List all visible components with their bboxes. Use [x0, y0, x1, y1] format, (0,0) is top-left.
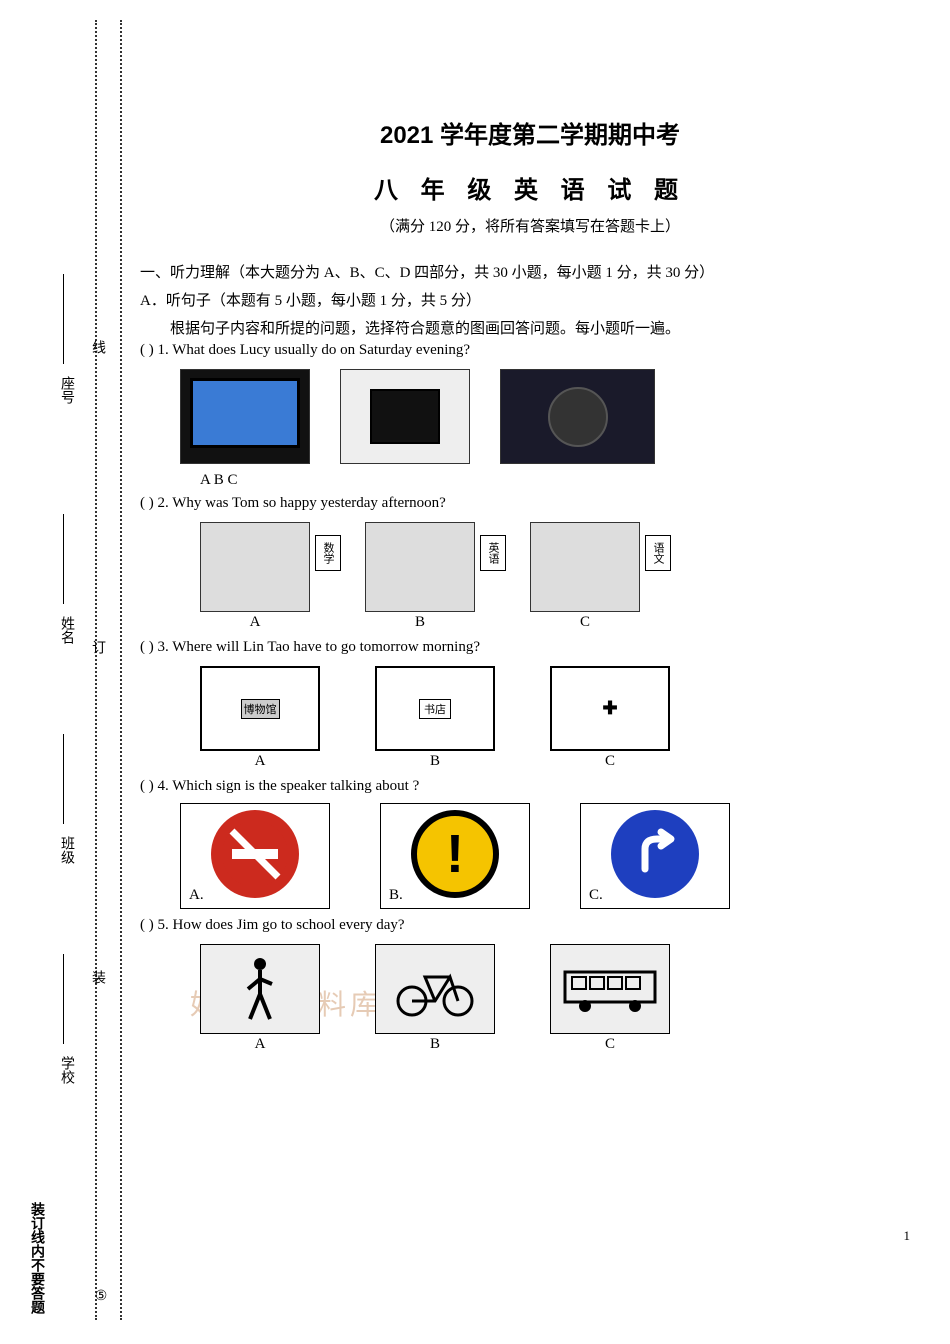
- q2-img-a: 数学 A: [200, 522, 310, 631]
- bookstore-tag: 书店: [419, 699, 451, 719]
- binding-margin: 装订线内不要答题 ⑤ 学校 班级 姓名 座号 装 订 线: [0, 0, 130, 1344]
- computer-image: [340, 369, 470, 464]
- page-number: 1: [904, 1228, 911, 1244]
- q4-text: ( ) 4. Which sign is the speaker talking…: [140, 778, 920, 795]
- exam-content: 2021 学年度第二学期期中考 八 年 级 英 语 试 题 （满分 120 分，…: [140, 115, 920, 1061]
- q2-text: ( ) 2. Why was Tom so happy yesterday af…: [140, 495, 920, 512]
- label-name: 姓名: [56, 616, 76, 644]
- hospital-image: ✚: [550, 666, 670, 751]
- seg-xian: 线: [87, 340, 107, 354]
- q4-sign-c: C.: [580, 803, 730, 909]
- section1-header: 一、听力理解（本大题分为 A、B、C、D 四部分，共 30 小题，每小题 1 分…: [140, 261, 920, 285]
- tag-english: 英语: [480, 535, 506, 571]
- q2-img-c: 语文 C: [530, 522, 640, 631]
- subtitle: （满分 120 分，将所有答案填写在答题卡上）: [140, 215, 920, 236]
- q2-label-b: B: [415, 614, 425, 631]
- dotted-line-inner: [95, 20, 97, 1320]
- tag-chinese: 语文: [645, 535, 671, 571]
- bookstore-image: 书店: [375, 666, 495, 751]
- q2-label-a: A: [250, 614, 261, 631]
- book-chinese-image: 语文: [530, 522, 640, 612]
- tag-math: 数学: [315, 535, 341, 571]
- warning-sign: !: [411, 810, 499, 898]
- q1-img-a: [180, 369, 310, 464]
- q3-img-b: 书店 B: [375, 666, 495, 770]
- q1-labels: A B C: [200, 472, 920, 489]
- museum-image: 博物馆: [200, 666, 320, 751]
- title-line1: 2021 学年度第二学期期中考: [140, 115, 920, 150]
- line-seat: [63, 274, 64, 364]
- line-name: [63, 514, 64, 604]
- q4-label-c: C.: [587, 887, 605, 904]
- no-smoking-sign: [211, 810, 299, 898]
- q1-img-c: [500, 369, 655, 464]
- q3-label-b: B: [430, 753, 440, 770]
- q1-text: ( ) 1. What does Lucy usually do on Satu…: [140, 342, 920, 359]
- q3-label-a: A: [255, 753, 266, 770]
- section1-instruction: 根据句子内容和所提的问题，选择符合题意的图画回答问题。每小题听一遍。: [140, 317, 920, 338]
- q5-label-b: B: [430, 1036, 440, 1053]
- q5-img-a: A: [200, 944, 320, 1053]
- bus-image: [550, 944, 670, 1034]
- monitor-image: [180, 369, 310, 464]
- section1-partA: A．听句子（本题有 5 小题，每小题 1 分，共 5 分）: [140, 289, 920, 313]
- dotted-line-outer: [120, 20, 122, 1320]
- bike-image: [375, 944, 495, 1034]
- q3-text: ( ) 3. Where will Lin Tao have to go tom…: [140, 639, 920, 656]
- q2-images: 数学 A 英语 B 语文 C: [200, 522, 920, 631]
- q5-images: A B C: [200, 944, 920, 1053]
- q4-sign-b: ! B.: [380, 803, 530, 909]
- label-seat: 座号: [56, 376, 76, 404]
- label-class: 班级: [56, 836, 76, 864]
- seg-ding: 订: [87, 640, 107, 654]
- binding-note: 装订线内不要答题: [26, 1202, 46, 1314]
- book-math-image: 数学: [200, 522, 310, 612]
- line-school: [63, 954, 64, 1044]
- q2-img-b: 英语 B: [365, 522, 475, 631]
- q5-img-b: B: [375, 944, 495, 1053]
- q3-img-c: ✚ C: [550, 666, 670, 770]
- q4-label-a: A.: [187, 887, 206, 904]
- binding-symbol: ⑤: [92, 1288, 108, 1304]
- museum-tag: 博物馆: [241, 699, 280, 719]
- seg-zhuang: 装: [87, 970, 107, 984]
- q2-label-c: C: [580, 614, 590, 631]
- q1-images: [180, 369, 920, 464]
- title-line2: 八 年 级 英 语 试 题: [140, 170, 920, 205]
- turn-right-sign: [611, 810, 699, 898]
- book-english-image: 英语: [365, 522, 475, 612]
- q5-label-c: C: [605, 1036, 615, 1053]
- q3-images: 博物馆 A 书店 B ✚ C: [200, 666, 920, 770]
- q4-sign-a: A.: [180, 803, 330, 909]
- walk-image: [200, 944, 320, 1034]
- q5-label-a: A: [255, 1036, 266, 1053]
- q4-label-b: B.: [387, 887, 405, 904]
- q1-img-b: [340, 369, 470, 464]
- q3-img-a: 博物馆 A: [200, 666, 320, 770]
- radio-image: [500, 369, 655, 464]
- label-school: 学校: [56, 1056, 76, 1084]
- q3-label-c: C: [605, 753, 615, 770]
- q5-text: ( ) 5. How does Jim go to school every d…: [140, 917, 920, 934]
- q5-img-c: C: [550, 944, 670, 1053]
- q4-images: A. ! B. C.: [180, 803, 920, 909]
- line-class: [63, 734, 64, 824]
